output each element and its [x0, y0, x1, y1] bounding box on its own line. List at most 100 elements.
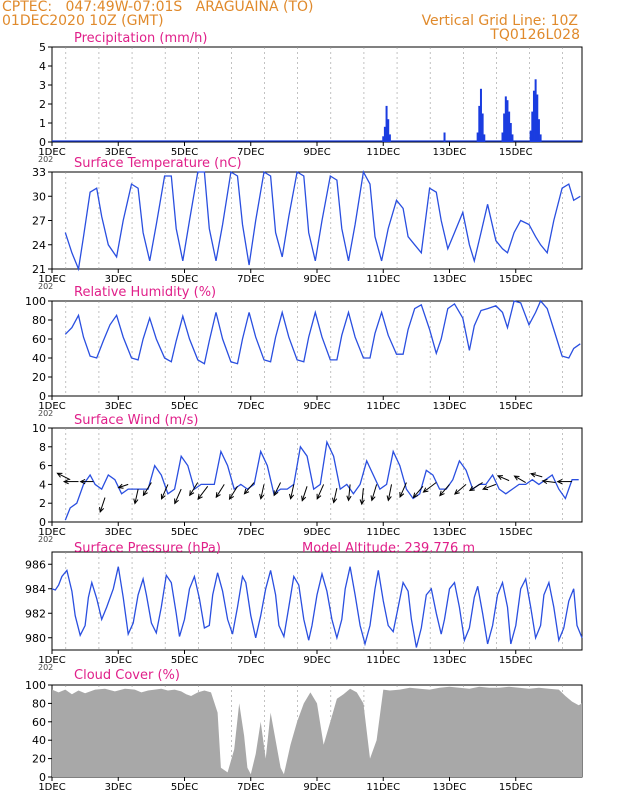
panel-temp: [48, 170, 583, 273]
wind-arrow-head: [215, 492, 221, 499]
y-tick-label: 986: [25, 558, 46, 571]
wind-arrow-head: [529, 472, 537, 478]
wind-arrow-head: [496, 475, 503, 480]
precip-bar: [387, 119, 390, 142]
y-tick-label: 0: [39, 516, 46, 529]
panel-frame: [51, 551, 583, 651]
y-tick-label: 21: [32, 263, 46, 276]
x-tick-label: 13DEC: [433, 147, 467, 158]
precip-bar: [529, 130, 532, 142]
wind-arrow-head: [133, 498, 139, 505]
wind-arrow: [215, 484, 225, 498]
wind-arrow: [413, 485, 424, 498]
y-tick-label: 0: [39, 771, 46, 784]
wind-arrow: [482, 483, 497, 490]
y-tick-label: 40: [32, 734, 46, 747]
x-tick-label: 3DEC: [105, 274, 132, 285]
temp-line: [64, 170, 581, 272]
y-tick-label: 24: [32, 239, 46, 252]
y-tick-label: 27: [32, 215, 46, 228]
rh-line: [64, 299, 581, 365]
y-tick-label: 100: [25, 679, 46, 692]
x-tick-label: 13DEC: [433, 782, 467, 793]
x-tick-label: 11DEC: [366, 274, 400, 285]
press-title: Surface Pressure (hPa): [74, 541, 221, 556]
wind-arrow: [542, 480, 556, 484]
precip-bar: [539, 134, 542, 142]
year-label: 202: [38, 409, 53, 418]
wind-arrow: [99, 497, 106, 513]
precip-bar: [536, 94, 539, 142]
wind-title: Surface Wind (m/s): [74, 413, 198, 428]
precip-bar: [388, 134, 391, 142]
precip-bar: [504, 96, 507, 142]
x-tick-label: 1DEC: [38, 655, 65, 666]
precip-bar: [511, 134, 514, 142]
wind-arrow: [229, 486, 238, 500]
y-tick-label: 984: [25, 583, 46, 596]
x-tick-label: 13DEC: [433, 274, 467, 285]
cloud-area: [52, 686, 582, 777]
precip-bar: [506, 100, 509, 142]
wind-arrow: [333, 488, 338, 503]
model-code: TQ0126L028: [490, 27, 580, 43]
wind-arrow: [423, 482, 437, 493]
x-tick-label: 5DEC: [171, 655, 198, 666]
wind-arrow-head: [359, 499, 365, 506]
press-line: [51, 566, 583, 648]
wind-arrow: [514, 475, 526, 483]
wind-arrow: [361, 488, 364, 505]
wind-arrow-head: [412, 492, 419, 499]
wind-arrow-head: [332, 497, 338, 504]
y-tick-label: 8: [39, 441, 46, 454]
panel-frame: [51, 427, 583, 523]
wind-arrow-head: [273, 490, 279, 497]
wind-arrow: [469, 482, 483, 491]
y-tick-label: 0: [39, 390, 46, 403]
x-tick-label: 15DEC: [499, 274, 533, 285]
cloud-title: Cloud Cover (%): [74, 668, 180, 683]
precip-bar: [382, 136, 385, 142]
wind-arrow: [174, 488, 182, 504]
wind-arrow: [454, 484, 467, 495]
precip-bar: [479, 88, 482, 142]
x-tick-label: 1DEC: [38, 782, 65, 793]
x-tick-label: 1DEC: [38, 147, 65, 158]
precip-title: Precipitation (mm/h): [74, 31, 207, 46]
wind-arrow-head: [62, 478, 69, 485]
y-tick-label: 982: [25, 607, 46, 620]
station-title: CPTEC: 047:49W-07:01S ARAGUAINA (TO): [2, 0, 314, 15]
panel-press: [48, 551, 583, 654]
x-tick-label: 7DEC: [237, 527, 264, 538]
x-tick-label: 7DEC: [237, 147, 264, 158]
precip-bar: [478, 105, 481, 142]
year-label: 202: [38, 282, 53, 291]
wind-arrow-head: [189, 490, 195, 497]
y-tick-label: 80: [32, 314, 46, 327]
precip-bar: [501, 132, 504, 142]
wind-arrow: [134, 488, 139, 504]
precip-bar: [503, 113, 506, 142]
wind-arrow-head: [399, 491, 405, 498]
wind-arrow: [142, 482, 152, 496]
x-tick-label: 3DEC: [105, 655, 132, 666]
y-tick-label: 60: [32, 333, 46, 346]
x-tick-label: 9DEC: [303, 655, 330, 666]
y-tick-label: 5: [39, 41, 46, 54]
rh-title: Relative Humidity (%): [74, 285, 216, 300]
y-tick-label: 980: [25, 632, 46, 645]
x-tick-label: 7DEC: [237, 401, 264, 412]
wind-arrow: [197, 485, 209, 500]
panel-frame: [51, 46, 583, 143]
wind-arrow-head: [56, 472, 63, 478]
y-tick-label: 4: [39, 478, 46, 491]
wind-arrow: [290, 484, 295, 499]
wind-arrow-head: [541, 478, 548, 485]
y-tick-label: 4: [39, 60, 46, 73]
precip-bar: [443, 132, 446, 142]
precip-bar: [509, 123, 512, 142]
wind-arrow: [497, 475, 510, 482]
wind-arrow-head: [346, 495, 352, 502]
wind-arrow: [189, 482, 199, 496]
x-tick-label: 15DEC: [499, 401, 533, 412]
